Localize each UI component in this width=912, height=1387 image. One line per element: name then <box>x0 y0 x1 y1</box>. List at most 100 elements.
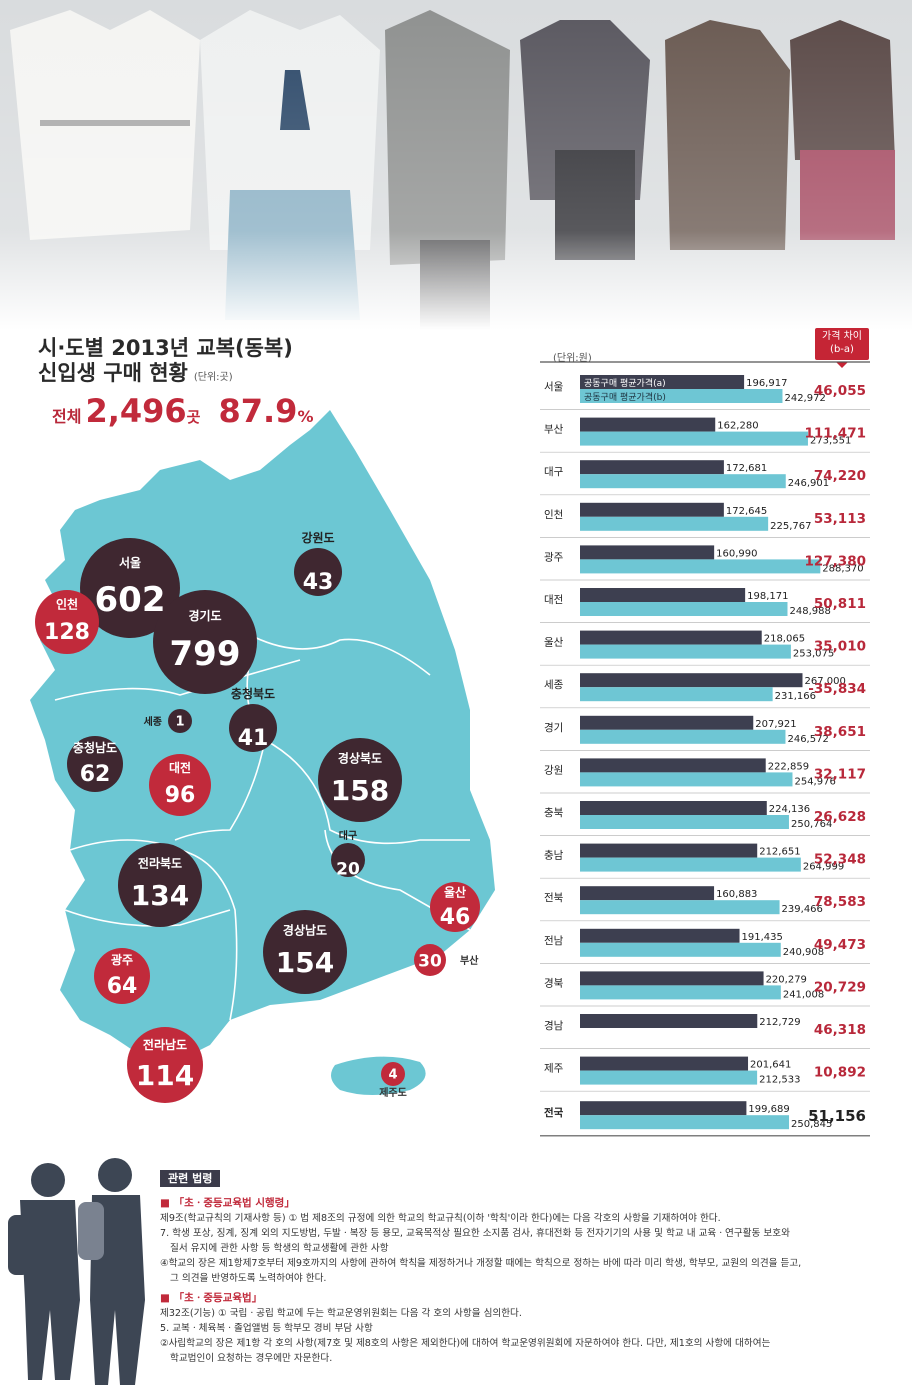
diff-value: 10,892 <box>814 1065 866 1081</box>
category-label: 강원 <box>544 764 563 776</box>
diff-value: 38,651 <box>814 724 866 740</box>
bar-b <box>580 431 808 446</box>
bar-a <box>580 545 715 560</box>
bar-a <box>580 715 754 730</box>
bar-b-label: 242,972 <box>784 393 825 404</box>
region-name: 경상남도 <box>283 922 327 937</box>
total-label: 전체 <box>52 407 82 426</box>
bar-b <box>580 559 821 574</box>
bar-a <box>580 886 715 901</box>
bar-b-label: 250,764 <box>791 819 832 830</box>
category-label: 대구 <box>544 466 564 478</box>
bar-b <box>580 772 793 787</box>
hero-uniform-image <box>0 0 912 330</box>
category-label: 전남 <box>544 935 564 947</box>
bar-b <box>580 1070 758 1085</box>
region-name: 울산 <box>444 885 466 900</box>
bar-a-label: 207,921 <box>755 719 796 730</box>
diff-value: 78,583 <box>814 894 866 910</box>
bar-a <box>580 460 724 475</box>
bar-b-label: 253,075 <box>793 649 834 660</box>
bar-a-label: 172,645 <box>726 506 767 517</box>
region-circle <box>229 704 277 752</box>
law2-line: 제32조(기능) ① 국립ㆍ공립 학교에 두는 학교운영위원회는 다음 각 호의… <box>160 1308 522 1319</box>
bar-a <box>580 630 762 645</box>
related-laws: 관련 법령 ■ 「초ㆍ중등교육법 시행령」 제9조(학교규칙의 기재사항 등) … <box>160 1170 880 1366</box>
bar-b-label: 239,466 <box>782 904 823 915</box>
region-circle <box>35 590 99 654</box>
bar-b <box>580 602 788 616</box>
bar-a <box>580 502 724 517</box>
map-unit: (단위:곳) <box>193 372 233 383</box>
law1-line: 그 의견을 반영하도록 노력하여야 한다. <box>170 1273 327 1284</box>
region-name: 충청북도 <box>231 686 275 701</box>
bar-b-label: 254,976 <box>794 776 835 787</box>
law2-title: ■ 「초ㆍ중등교육법」 <box>160 1292 263 1304</box>
region-name: 경기도 <box>188 608 221 623</box>
title-line2: 신입생 구매 현황 <box>38 361 188 385</box>
region-name: 강원도 <box>301 531 334 545</box>
chart-unit: (단위:원) <box>553 353 592 364</box>
total-count: 2,496 <box>85 392 187 430</box>
category-label: 서울 <box>544 381 564 393</box>
bar-b <box>580 516 769 531</box>
region-bubble: 인천 128 <box>35 590 99 654</box>
category-label: 인천 <box>544 509 563 521</box>
bar-b <box>580 857 801 872</box>
region-circle <box>80 538 180 638</box>
region-circle <box>381 1062 405 1086</box>
region-circle <box>331 843 365 877</box>
region-value: 43 <box>303 570 334 595</box>
region-bubble: 충청북도 41 <box>229 686 277 752</box>
region-value: 41 <box>238 726 269 751</box>
region-bubble: 부산 30 <box>414 944 479 976</box>
law2-line: ②사립학교의 장은 제1항 각 호의 사항(제7호 및 제8호의 사항은 제외한… <box>160 1338 771 1349</box>
bar-row: 경남 212,729 46,318 <box>540 1014 870 1049</box>
region-bubble: 충청남도 62 <box>67 736 123 792</box>
region-bubble: 대구 20 <box>331 829 365 880</box>
bar-a-label: 160,990 <box>716 548 757 559</box>
bar-a <box>580 843 758 858</box>
region-value: 46 <box>440 905 471 930</box>
category-label: 경남 <box>544 1019 564 1032</box>
region-name: 서울 <box>119 555 141 570</box>
region-circle <box>414 944 446 976</box>
law1-title: ■ 「초ㆍ중등교육법 시행령」 <box>160 1197 295 1209</box>
diff-value: 35,010 <box>814 639 866 655</box>
bar-row: 제주 201,641 212,533 10,892 <box>540 1056 870 1092</box>
region-value: 114 <box>136 1059 194 1092</box>
region-value: 64 <box>107 974 138 999</box>
korea-map: 서울 602 인천 128 경기도 799 강원도 43 세종 1 충청북도 41 충청남도 62 대전 96… <box>30 410 495 1103</box>
category-label: 광주 <box>544 551 564 563</box>
total-summary: 전체 2,496곳 87.9% <box>52 392 313 430</box>
region-circle <box>430 882 480 932</box>
bar-b <box>580 1115 790 1130</box>
bar-b-label: 288,370 <box>822 563 863 574</box>
diff-value: 74,220 <box>814 468 866 484</box>
law2-line: 5. 교복ㆍ체육복ㆍ졸업앨범 등 학부모 경비 부담 사항 <box>160 1323 373 1334</box>
bar-b <box>580 687 773 702</box>
diff-value: 32,117 <box>814 766 866 782</box>
region-bubble: 울산 46 <box>430 882 480 932</box>
region-circle <box>67 736 123 792</box>
region-value: 602 <box>95 580 166 620</box>
diff-value: 53,113 <box>814 511 866 527</box>
bar-b-label: 250,845 <box>791 1119 832 1130</box>
diff-header-badge: 가격 차이 (b-a) <box>815 328 869 368</box>
bar-b <box>580 942 781 957</box>
bar-a <box>580 1056 749 1071</box>
bar-b-label: 212,533 <box>759 1075 800 1086</box>
total-count-unit: 곳 <box>186 408 201 426</box>
bar-b <box>580 474 786 489</box>
region-value: 128 <box>44 620 90 645</box>
category-label: 충남 <box>544 850 564 862</box>
category-label: 대전 <box>544 594 563 606</box>
students-silhouette <box>8 1158 145 1385</box>
